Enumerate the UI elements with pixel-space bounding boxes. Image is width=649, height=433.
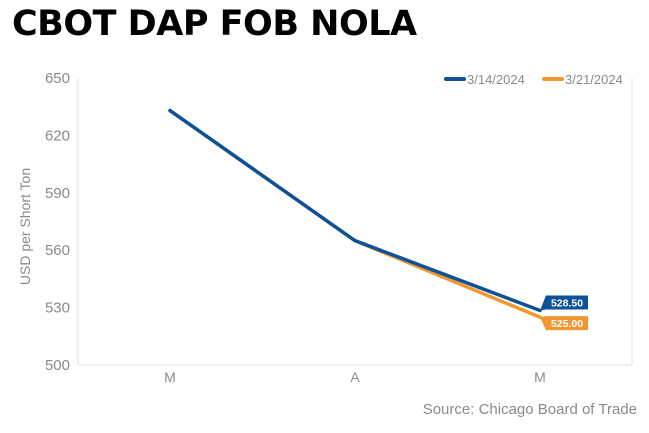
- y-axis-label: USD per Short Ton: [17, 168, 33, 285]
- series-line: [168, 108, 542, 319]
- end-value-tag: 528.50: [540, 295, 588, 311]
- chart-axes: 650 620 590 560 530 500 M A M USD per Short Ton: [17, 70, 633, 385]
- x-tick-label: M: [164, 369, 176, 385]
- y-tick-label: 500: [45, 357, 70, 374]
- legend-label: 3/21/2024: [565, 72, 623, 87]
- x-tick-label: M: [534, 369, 546, 385]
- source-note: Source: Chicago Board of Trade: [422, 401, 637, 418]
- end-value-tag: 525.00: [540, 316, 588, 331]
- chart-title: CBOT DAP FOB NOLA: [12, 4, 417, 44]
- end-value-tag-shape: [540, 295, 588, 311]
- series-line: [168, 108, 542, 313]
- plot-area: 528.50 525.00: [168, 108, 588, 331]
- legend-label: 3/14/2024: [467, 72, 525, 87]
- y-tick-label: 620: [45, 127, 70, 144]
- y-tick-label: 560: [45, 242, 70, 259]
- end-value-label: 525.00: [551, 318, 583, 330]
- chart-legend: 3/14/2024 3/21/2024: [444, 72, 623, 87]
- end-value-label: 528.50: [551, 297, 583, 309]
- y-tick-label: 530: [45, 300, 70, 317]
- x-tick-label: A: [350, 369, 360, 385]
- y-tick-label: 590: [45, 185, 70, 202]
- end-value-tag-shape: [540, 316, 588, 331]
- y-tick-label: 650: [45, 70, 70, 87]
